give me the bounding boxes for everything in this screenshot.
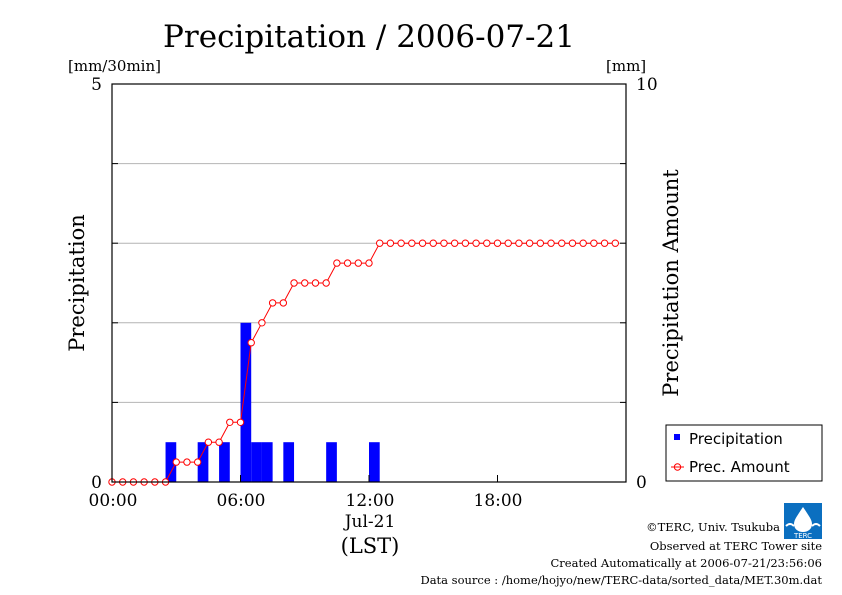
x-tick-0000: 00:00: [89, 491, 138, 511]
y-left-tick-min: 0: [91, 473, 102, 493]
legend-label-precipitation: Precipitation: [689, 430, 783, 448]
amount-point: [365, 259, 373, 267]
precipitation-bars: [165, 322, 380, 482]
amount-point: [590, 239, 598, 247]
footer-data-source: Data source : /home/hojyo/new/TERC-data/…: [420, 573, 822, 587]
amount-point: [172, 458, 180, 466]
water-drop-icon: [794, 507, 812, 532]
y-right-tick-max: 10: [636, 75, 658, 95]
wave-icon: [785, 523, 821, 527]
amount-point: [204, 438, 213, 446]
precipitation-bar: [283, 442, 295, 482]
amount-point: [536, 239, 545, 247]
amount-point: [247, 339, 255, 347]
amount-point: [493, 239, 502, 247]
legend-bar-swatch: [674, 434, 680, 440]
amount-point: [397, 239, 405, 247]
amount-point: [418, 239, 427, 247]
precipitation-bar: [251, 442, 262, 482]
amount-point: [547, 239, 555, 247]
amount-point: [183, 458, 191, 466]
legend-box: [665, 424, 823, 482]
x-tick-1200: 12:00: [346, 491, 395, 511]
amount-point: [483, 239, 491, 247]
amount-point: [343, 259, 352, 267]
amount-point: [279, 299, 288, 307]
amount-point: [515, 239, 523, 247]
y-right-tick-min: 0: [636, 473, 647, 493]
amount-point: [333, 259, 341, 267]
y-right-axis-title: Precipitation Amount: [659, 169, 683, 397]
gridlines: [112, 163, 626, 403]
footer-created: Created Automatically at 2006-07-21/23:5…: [551, 556, 823, 570]
amount-point: [600, 239, 609, 247]
precipitation-bar: [369, 442, 380, 482]
amount-point: [354, 259, 362, 267]
x-date-label: Jul-21: [343, 512, 396, 532]
terc-logo: TERC: [784, 503, 822, 540]
logo-text: TERC: [793, 532, 812, 540]
amount-point: [322, 279, 330, 287]
amount-point: [579, 239, 587, 247]
amount-point: [504, 239, 512, 247]
amount-point: [611, 239, 619, 247]
amount-point: [193, 458, 202, 466]
x-axis-label: (LST): [341, 534, 400, 558]
left-axis-unit: [mm/30min]: [68, 57, 161, 75]
precipitation-bar: [197, 442, 209, 482]
amount-point: [376, 239, 384, 247]
footer-copyright: ©TERC, Univ. Tsukuba: [646, 520, 780, 534]
right-axis-unit: [mm]: [606, 57, 646, 75]
precipitation-amount-line: [108, 239, 619, 486]
legend: Precipitation Prec. Amount: [665, 424, 823, 482]
amount-point: [268, 299, 277, 307]
axis-ticks: [111, 83, 626, 483]
precipitation-bar: [240, 322, 252, 482]
amount-point: [429, 239, 437, 247]
amount-point: [301, 279, 309, 287]
chart-title: Precipitation / 2006-07-21: [163, 19, 575, 55]
precipitation-bar: [165, 442, 177, 482]
precipitation-bar: [326, 442, 337, 482]
amount-point: [525, 239, 534, 247]
amount-point: [440, 239, 448, 247]
amount-point: [258, 319, 266, 327]
amount-point: [450, 239, 459, 247]
precipitation-bar: [219, 442, 230, 482]
amount-point: [215, 438, 223, 446]
amount-point: [226, 418, 234, 426]
legend-marker-swatch: [673, 463, 682, 471]
amount-point: [290, 279, 298, 287]
footer-observed: Observed at TERC Tower site: [650, 539, 822, 553]
amount-point: [461, 239, 470, 247]
legend-label-prec-amount: Prec. Amount: [689, 458, 790, 476]
x-tick-1800: 18:00: [474, 491, 523, 511]
amount-point: [568, 239, 577, 247]
precipitation-bar: [261, 442, 273, 482]
amount-point: [311, 279, 320, 287]
amount-point: [558, 239, 566, 247]
amount-point: [472, 239, 480, 247]
amount-point: [386, 239, 395, 247]
y-left-tick-max: 5: [91, 75, 102, 95]
amount-point: [408, 239, 416, 247]
plot-area: [112, 84, 626, 482]
x-tick-0600: 06:00: [217, 491, 266, 511]
y-left-axis-title: Precipitation: [65, 214, 89, 352]
amount-point: [236, 418, 245, 426]
